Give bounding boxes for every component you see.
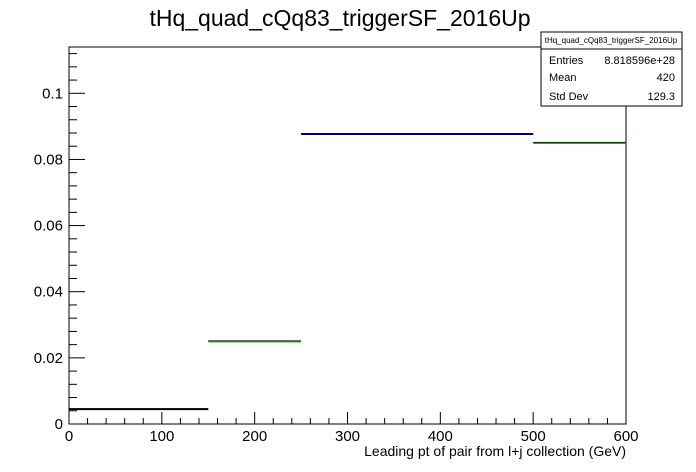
stats-box: tHq_quad_cQq83_triggerSF_2016Up Entries … (540, 31, 683, 107)
y-tick-label: 0.02 (34, 350, 63, 367)
y-tick-label: 0.04 (34, 284, 63, 301)
chart-title: tHq_quad_cQq83_triggerSF_2016Up (149, 5, 530, 31)
x-tick-label: 600 (613, 428, 638, 445)
y-axis: 0 0.02 0.04 0.06 0.08 0.1 (34, 53, 85, 433)
y-tick-label: 0.06 (34, 218, 63, 235)
histogram-bins (69, 132, 626, 411)
y-tick-label: 0.1 (42, 85, 63, 102)
stats-mean-label: Mean (549, 72, 577, 84)
x-tick-label: 300 (335, 428, 360, 445)
x-tick-label: 100 (149, 428, 174, 445)
stats-stddev-label: Std Dev (549, 91, 589, 103)
x-tick-label: 0 (65, 428, 73, 445)
x-axis: 0 100 200 300 400 500 600 (65, 412, 639, 445)
stats-box-frame (540, 31, 683, 107)
stats-stddev-value: 129.3 (647, 91, 675, 103)
y-tick-label: 0 (55, 416, 63, 433)
x-tick-label: 400 (428, 428, 453, 445)
stats-box-title: tHq_quad_cQq83_triggerSF_2016Up (545, 36, 678, 45)
stats-mean-value: 420 (657, 72, 675, 84)
x-tick-label: 200 (242, 428, 267, 445)
x-axis-title: Leading pt of pair from l+j collection (… (364, 443, 626, 459)
x-tick-label: 500 (521, 428, 546, 445)
y-tick-label: 0.08 (34, 151, 63, 168)
stats-entries-label: Entries (549, 55, 584, 67)
stats-entries-value: 8.818596e+28 (604, 55, 675, 67)
